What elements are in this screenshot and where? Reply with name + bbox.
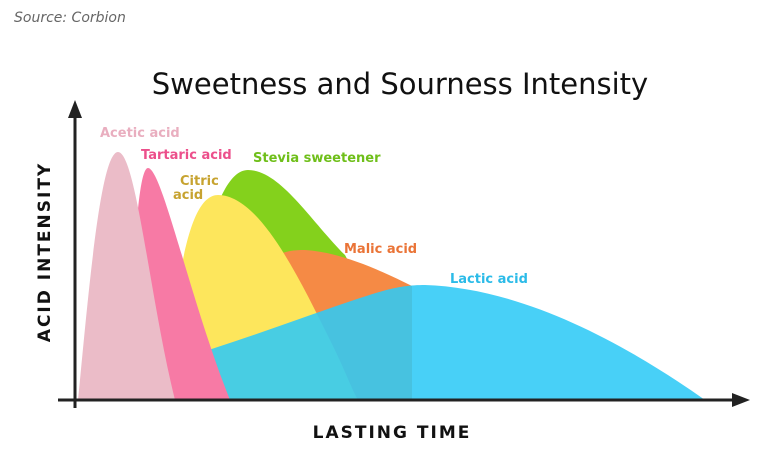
y-axis-label: ACID INTENSITY	[35, 162, 55, 342]
x-axis-label: LASTING TIME	[313, 423, 472, 443]
lactic-curve	[168, 285, 705, 400]
curve-label: Citric	[180, 174, 219, 189]
acetic-curve	[78, 152, 175, 400]
curve-label: Tartaric acid	[141, 148, 232, 163]
source: Source: Corbion	[14, 10, 126, 26]
curve-label: Lactic acid	[450, 272, 528, 287]
curve-label: Malic acid	[344, 242, 417, 257]
x-arrow	[732, 393, 750, 407]
title: Sweetness and Sourness Intensity	[152, 67, 648, 101]
y-arrow	[68, 100, 82, 118]
curve-label: Acetic acid	[100, 126, 180, 141]
curve-label: acid	[173, 188, 203, 203]
curve-label: Stevia sweetener	[253, 151, 381, 166]
